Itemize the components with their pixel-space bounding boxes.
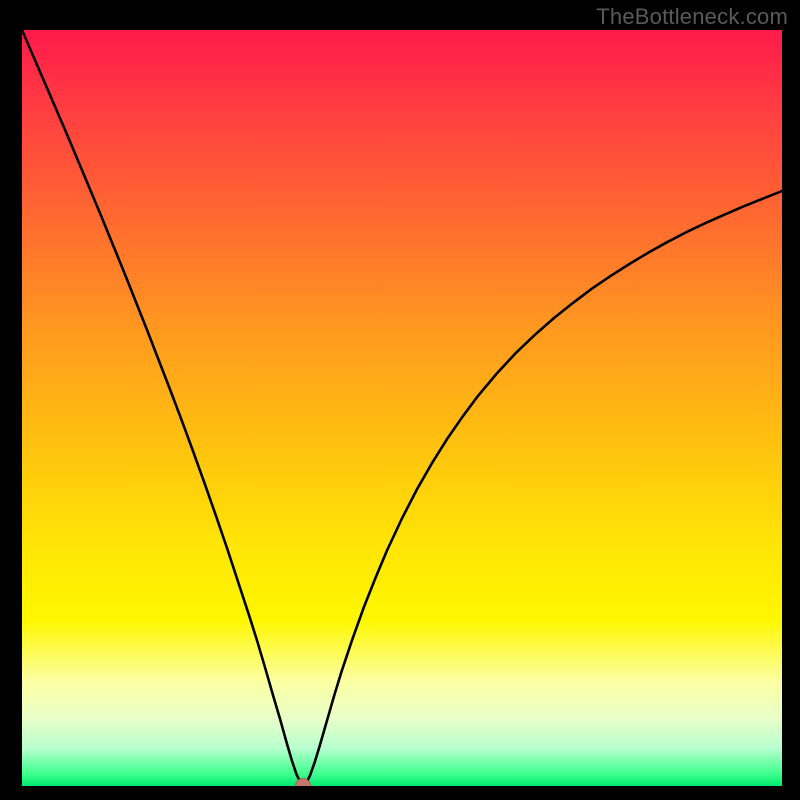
bottleneck-curve [22, 30, 782, 786]
watermark-text: TheBottleneck.com [596, 4, 788, 30]
plot-area [22, 30, 782, 786]
curve-layer [22, 30, 782, 786]
